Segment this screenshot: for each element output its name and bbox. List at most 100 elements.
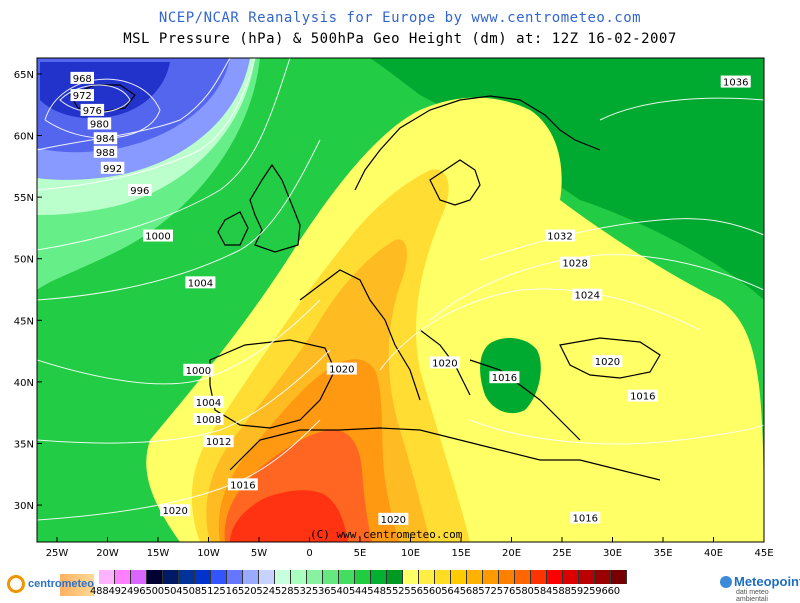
centrometeo-logo[interactable]: centrometeo [4,572,94,598]
color-scale-swatch [371,570,387,584]
isobar-label: 1004 [193,395,224,409]
color-scale-swatch [419,570,435,584]
lat-tick-label: 35N [14,439,34,450]
isobar-label: 1024 [572,288,603,302]
isobar-value: 996 [130,186,149,197]
isobar-label: 972 [70,89,94,102]
color-scale-swatch [547,570,563,584]
isobar-label-bg [489,371,520,384]
color-scale-swatch [307,570,323,584]
isobar-value: 1032 [547,232,572,243]
lat-tick-label: 30N [14,501,34,512]
color-scale-labels: 4884924965005045085125165205245285325365… [90,586,620,597]
isobar-label-bg [326,362,357,375]
isobar-label-bg [378,512,409,525]
lon-tick-label: 5E [354,548,367,559]
isobar-label: 976 [80,103,105,117]
lon-tick-label: 35E [653,548,672,559]
lat-tick-label: 55N [14,193,34,204]
isobar-label-bg [720,75,751,88]
color-scale-swatch [515,570,531,584]
lon-tick-label: 40E [704,548,723,559]
isobar-label-bg [160,504,191,517]
isobar-value: 968 [73,74,92,85]
isobar-value: 976 [83,106,102,117]
isobar-value: 1012 [206,437,231,448]
lon-tick-label: 20W [96,548,119,559]
isobar-value: 1020 [329,365,354,376]
isobar-value: 984 [96,134,115,145]
isobar-value: 1028 [562,259,587,270]
isobar-label: 1020 [429,356,460,369]
coastline-black-sea [559,337,661,379]
color-scale-swatch [499,570,515,584]
isobar-label-bg [570,511,601,524]
map-copyright: (C) www.centrometeo.com [310,528,463,541]
isobar-label-bg [185,276,216,289]
color-scale-swatch [531,570,547,584]
meteopoint-logo[interactable]: Meteopoint dati meteo ambientali [718,574,800,603]
color-scale-swatch [243,570,259,584]
lon-tick-label: 10W [197,548,220,559]
map-title: NCEP/NCAR Reanalysis for Europe by www.c… [158,10,642,26]
isobar-value: 1020 [162,506,187,517]
axis-ticks: 65N 60N 55N 50N 45N 40N 35N 30N 25W 20W 15W 10W 5W 0 5… [14,70,774,559]
isobar-value: 1016 [230,480,255,491]
isobar-label-bg [429,356,460,369]
isobar-label-bg [80,103,105,116]
isobar-value: 1020 [432,358,457,369]
isobar-label: 1016 [627,389,658,403]
geo-height-field [37,58,764,542]
lon-tick-label: 0 [306,548,312,559]
color-scale-swatch [163,570,179,584]
map-frame [36,57,765,543]
color-scale-swatch [579,570,595,584]
isobar-label: 988 [93,145,118,159]
isobar-label: 1000 [143,229,173,243]
color-scale-swatch [259,570,275,584]
color-scale-swatch [483,570,499,584]
logo-right-text: Meteopoint [734,574,800,589]
lon-tick-label: 15E [451,548,470,559]
meteopoint-globe-icon [720,576,732,588]
isobar-label: 1016 [227,478,258,491]
reanalysis-map: 65N 60N 55N 50N 45N 40N 35N 30N 25W 20W 15W 10W 5W 0 5… [14,57,774,559]
color-scale-swatch [387,570,403,584]
isobar-label-bg [70,71,94,84]
coastline-scandinavia [354,95,601,206]
color-scale-swatch [403,570,419,584]
isobar-value: 1004 [196,398,221,409]
isobar-label: 1020 [592,355,623,368]
lon-tick-label: 20E [502,548,521,559]
isobar-label-bg [572,288,603,301]
isobar-label: 1016 [570,511,601,525]
isobar-label-bg [143,229,173,242]
isobar-value: 1016 [492,373,517,384]
color-scale-swatch [339,570,355,584]
isobar-label-bg [544,229,575,242]
isobar-label: 1032 [544,229,575,243]
color-scale-swatch [147,570,163,584]
logo-bar-decoration [60,574,94,596]
color-scale-swatch [227,570,243,584]
coastline-british-isles [217,163,301,253]
isobar-label-bg [193,413,224,426]
isobar-label: 1020 [378,512,409,526]
color-scale-swatch [563,570,579,584]
color-scale-swatch [435,570,451,584]
isobar-label: 968 [70,71,94,85]
field-layer [230,490,348,542]
color-scale-swatch [211,570,227,584]
isobar-label: 984 [93,132,118,145]
isobar-labels: 968 972 976 980 984 988 992 996 1000 1004 1000 1004… [70,71,751,526]
isobar-label-bg [227,478,258,491]
lat-tick-label: 45N [14,316,34,327]
color-scale-swatch [195,570,211,584]
isobar-label: 1004 [185,276,216,289]
isobar-label-bg [203,435,234,448]
isobar-label-bg [93,145,118,158]
isobar-label-bg [592,355,623,368]
lat-tick-label: 50N [14,255,34,266]
lon-tick-label: 15W [147,548,170,559]
isobar-value: 1004 [188,278,213,289]
